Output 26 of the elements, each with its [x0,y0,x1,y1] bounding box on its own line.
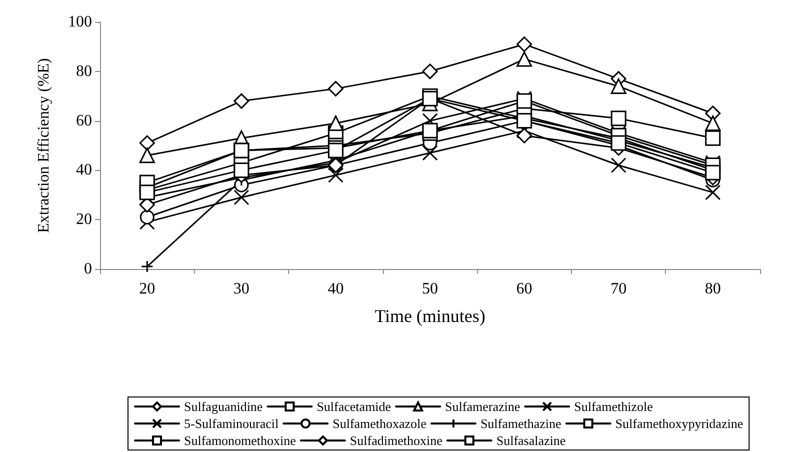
x-tick-label: 40 [328,280,344,298]
y-tick-label: 0 [84,260,92,278]
legend-label: Sulfamonomethoxine [184,433,296,448]
legend-label: Sulfamethoxazole [332,416,427,431]
legend-label: 5-Sulfaminouracil [184,416,279,431]
x-tick-label: 20 [139,280,156,298]
x-tick-label: 50 [422,280,438,298]
y-tick-label: 40 [76,162,92,179]
legend-label: Sulfadimethoxine [350,433,443,448]
legend-label: Sulfacetamide [316,399,392,414]
y-tick-label: 100 [68,14,92,30]
x-tick-label: 60 [516,280,532,298]
y-tick-label: 20 [76,211,92,228]
y-axis-title: Extraction Efficiency (%E) [36,58,52,233]
legend-label: Sulfaguanidine [184,399,263,414]
x-tick-label: 80 [704,280,721,298]
x-tick-label: 70 [610,280,627,298]
x-tick-label: 30 [233,280,250,298]
legend-label: Sulfamethizole [574,399,654,414]
y-tick-label: 80 [76,62,92,80]
y-tick-label: 60 [76,112,92,130]
legend-label: Sulfamethazine [480,416,562,431]
legend-label: Sulfamerazine [445,399,520,414]
x-axis-title: Time (minutes) [374,306,486,326]
legend-label: Sulfamethoxypyridazine [615,416,744,431]
legend-label: Sulfasalazine [496,433,566,448]
